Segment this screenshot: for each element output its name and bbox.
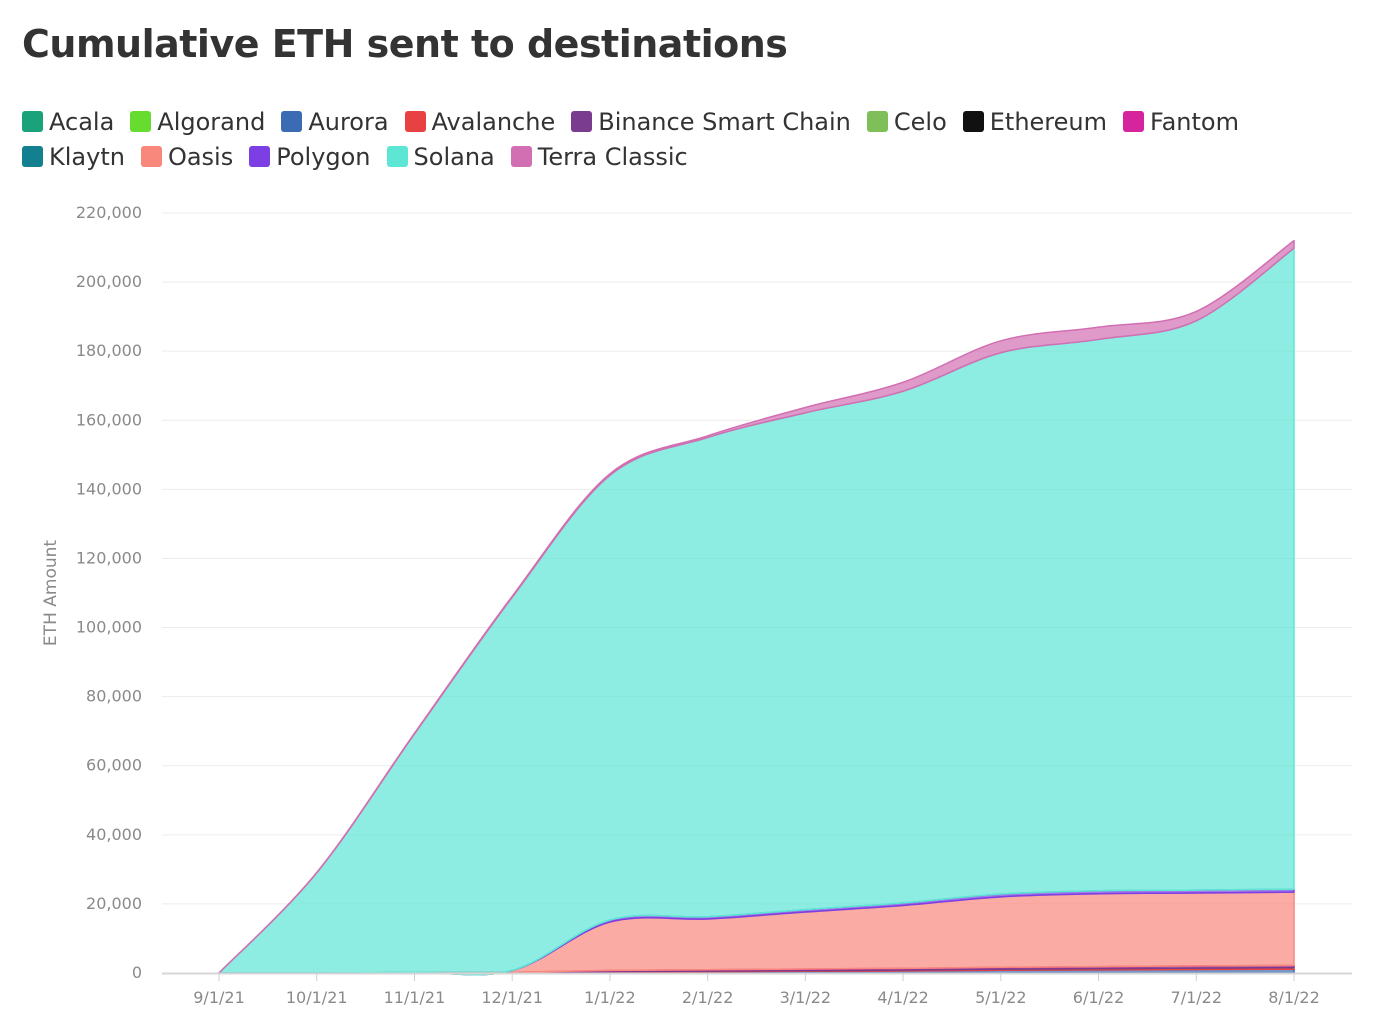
legend-item-polygon: Polygon <box>249 142 371 171</box>
legend-swatch <box>386 146 408 167</box>
axes: 0 20,000 40,000 60,000 80,000 100,000 120,000 1… <box>76 203 1352 1007</box>
legend-label: Algorand <box>157 107 266 136</box>
legend-row: Klaytn Oasis Polygon Solana Terra Classic <box>22 139 1382 174</box>
legend-item-klaytn: Klaytn <box>22 143 125 171</box>
x-tick-label: 1/1/22 <box>584 988 636 1007</box>
x-tick-label: 10/1/21 <box>286 988 348 1007</box>
x-tick-label: 11/1/21 <box>384 988 446 1007</box>
legend-swatch <box>281 111 303 132</box>
legend-item-acala: Acala <box>22 108 114 136</box>
chart-title: Cumulative ETH sent to destinations <box>22 22 788 66</box>
legend-label: Avalanche <box>431 107 556 136</box>
area-solana <box>218 247 1295 976</box>
legend-item-fantom: Fantom <box>1123 108 1239 136</box>
legend-label: Ethereum <box>989 107 1107 136</box>
legend-item-celo: Celo <box>866 107 947 136</box>
legend-swatch <box>1123 111 1144 132</box>
y-tick-label: 140,000 <box>76 479 142 498</box>
legend-swatch <box>22 146 43 167</box>
legend-item-algorand: Algorand <box>130 108 265 136</box>
legend-swatch <box>510 146 532 167</box>
legend-swatch <box>962 111 984 132</box>
legend-swatch <box>130 111 152 132</box>
y-tick-label: 40,000 <box>86 825 142 844</box>
legend-label: Fantom <box>1150 107 1239 136</box>
y-tick-label: 20,000 <box>86 894 142 913</box>
legend-label: Binance Smart Chain <box>598 107 851 136</box>
legend-item-ethereum: Ethereum <box>962 107 1107 136</box>
legend-swatch <box>866 111 888 132</box>
y-tick-label: 180,000 <box>76 341 142 360</box>
x-tick-label: 2/1/22 <box>682 988 734 1007</box>
x-tick-label: 8/1/22 <box>1268 988 1320 1007</box>
legend-label: Polygon <box>276 142 371 171</box>
y-tick-label: 60,000 <box>86 756 142 775</box>
y-tick-label: 0 <box>132 963 142 982</box>
area-terra-classic <box>218 239 1295 974</box>
x-tick-label: 7/1/22 <box>1171 988 1223 1007</box>
y-tick-label: 120,000 <box>76 548 142 567</box>
y-tick-label: 200,000 <box>76 272 142 291</box>
legend-item-solana: Solana <box>386 142 495 171</box>
x-tick-label: 3/1/22 <box>780 988 832 1007</box>
legend-label: Solana <box>413 142 495 171</box>
y-tick-label: 220,000 <box>76 203 142 222</box>
x-tick-label: 6/1/22 <box>1073 988 1125 1007</box>
legend-item-aurora: Aurora <box>281 107 389 136</box>
legend-swatch <box>404 111 426 132</box>
legend-swatch <box>249 146 271 167</box>
series-areas <box>218 239 1295 976</box>
legend-row: Acala Algorand Aurora Avalanche Binance Smar… <box>22 104 1382 139</box>
legend-item-oasis: Oasis <box>140 142 234 171</box>
legend-label: Aurora <box>308 107 389 136</box>
legend-label: Terra Classic <box>537 142 688 171</box>
legend-label: Celo <box>893 107 947 136</box>
y-axis-label: ETH Amount <box>41 540 61 646</box>
legend-item-avalanche: Avalanche <box>404 107 556 136</box>
x-tick-label: 12/1/21 <box>481 988 543 1007</box>
legend-item-binance-smart-chain: Binance Smart Chain <box>571 108 851 136</box>
legend-label: Klaytn <box>49 142 125 171</box>
x-tick-label: 5/1/22 <box>975 988 1027 1007</box>
legend-label: Oasis <box>167 142 234 171</box>
y-tick-label: 100,000 <box>76 618 142 637</box>
legend-label: Acala <box>49 107 115 136</box>
legend: Acala Algorand Aurora Avalanche Binance Smar… <box>22 104 1382 174</box>
legend-swatch <box>22 111 43 132</box>
legend-item-terra-classic: Terra Classic <box>510 142 688 171</box>
legend-swatch <box>571 111 593 132</box>
y-tick-label: 80,000 <box>86 687 142 706</box>
x-tick-label: 9/1/21 <box>193 988 245 1007</box>
y-tick-label: 160,000 <box>76 410 142 429</box>
legend-swatch <box>140 146 162 167</box>
x-tick-label: 4/1/22 <box>877 988 929 1007</box>
